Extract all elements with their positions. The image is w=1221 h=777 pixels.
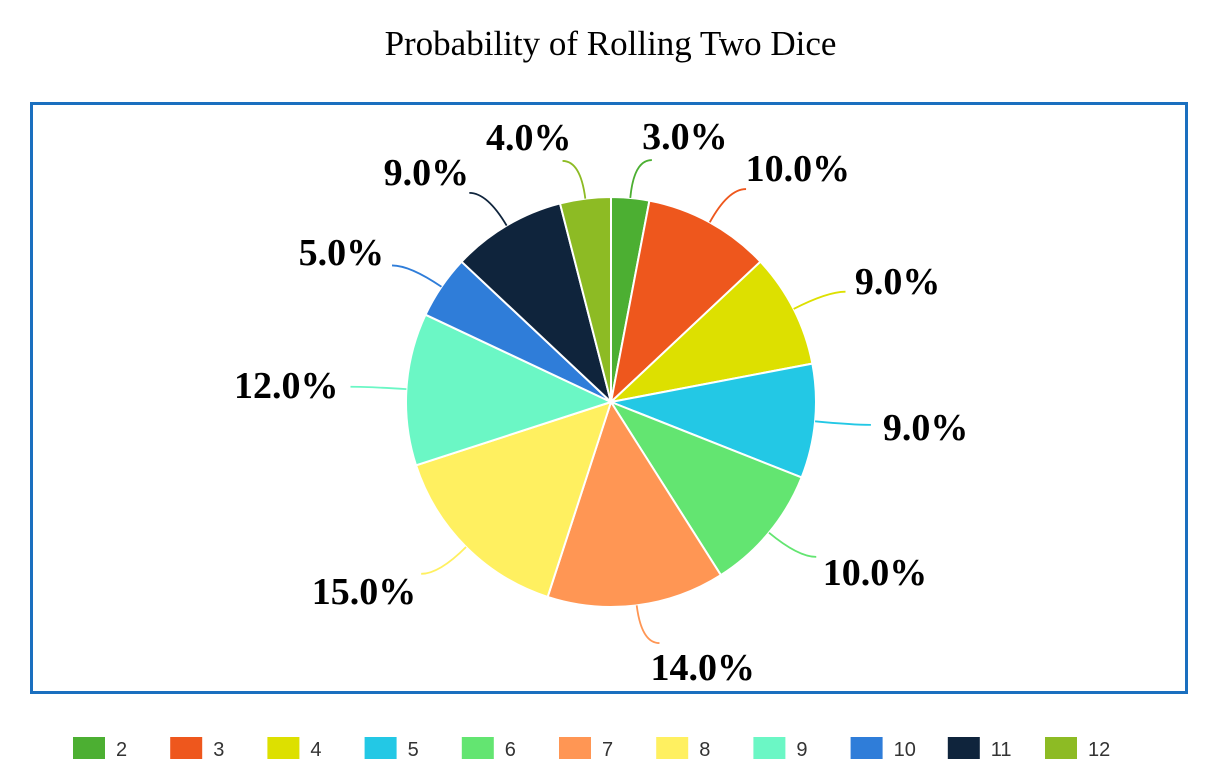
slice-label-7: 14.0%	[650, 647, 755, 689]
slice-label-8: 15.0%	[312, 571, 417, 613]
chart-title: Probability of Rolling Two Dice	[384, 24, 837, 63]
leader-line-11	[469, 191, 508, 227]
slice-label-6: 10.0%	[823, 552, 928, 594]
slice-label-9: 12.0%	[234, 365, 339, 407]
pie-slices	[405, 195, 817, 608]
legend-swatch-12[interactable]	[1045, 737, 1077, 759]
leader-line-3	[708, 188, 747, 223]
pie-slice-9[interactable]	[405, 313, 614, 467]
legend-label-4[interactable]: 4	[310, 739, 321, 761]
slice-labels: 3.0% 10.0% 9.0% 9.0% 10.0% 14.0% 15.0% 12.0% 5.0…	[234, 116, 968, 689]
legend-swatch-7[interactable]	[559, 737, 591, 759]
plot-area-border	[30, 102, 1188, 694]
leader-line-4	[793, 290, 846, 310]
legend-label-2[interactable]: 2	[116, 739, 127, 761]
legend-swatch-6[interactable]	[461, 737, 494, 759]
legend-label-3[interactable]: 3	[213, 739, 224, 761]
legend-swatch-2[interactable]	[73, 737, 105, 759]
legend-label-8[interactable]: 8	[699, 739, 710, 761]
slice-label-4: 9.0%	[855, 261, 941, 303]
legend-swatch-8[interactable]	[656, 737, 689, 759]
leader-line-6	[768, 531, 817, 558]
slice-label-12: 4.0%	[486, 117, 572, 159]
pie-slice-12[interactable]	[558, 195, 612, 403]
legend: 2 3 4 5 6 7 8 9 10 11 12	[73, 737, 1110, 761]
slice-label-2: 3.0%	[642, 116, 728, 158]
leader-line-8	[421, 546, 467, 575]
slice-label-3: 10.0%	[746, 148, 851, 190]
legend-swatch-3[interactable]	[170, 737, 203, 759]
leader-line-5	[815, 420, 871, 426]
legend-swatch-5[interactable]	[364, 737, 397, 759]
legend-label-5[interactable]: 5	[408, 739, 419, 761]
legend-label-11[interactable]: 11	[991, 739, 1012, 761]
legend-swatch-4[interactable]	[267, 737, 300, 759]
legend-label-12[interactable]: 12	[1088, 739, 1110, 761]
slice-label-5: 9.0%	[883, 407, 969, 449]
pie-slice-3[interactable]	[609, 199, 762, 405]
slice-label-11: 9.0%	[384, 152, 470, 194]
leader-line-9	[350, 385, 407, 391]
legend-swatch-9[interactable]	[753, 737, 786, 759]
legend-swatch-10[interactable]	[850, 737, 883, 759]
pie-slice-6[interactable]	[608, 399, 803, 577]
legend-label-6[interactable]: 6	[505, 739, 516, 761]
leader-line-10	[391, 264, 442, 288]
leader-line-7	[635, 605, 660, 644]
leader-line-12	[562, 160, 587, 199]
leader-line-2	[629, 159, 652, 198]
slice-label-10: 5.0%	[299, 232, 385, 274]
legend-label-9[interactable]: 9	[796, 739, 807, 761]
pie-slice-8[interactable]	[414, 400, 613, 599]
legend-swatch-11[interactable]	[947, 737, 980, 759]
legend-label-10[interactable]: 10	[894, 739, 916, 761]
legend-label-7[interactable]: 7	[602, 739, 613, 761]
label-leader-lines	[350, 159, 871, 644]
